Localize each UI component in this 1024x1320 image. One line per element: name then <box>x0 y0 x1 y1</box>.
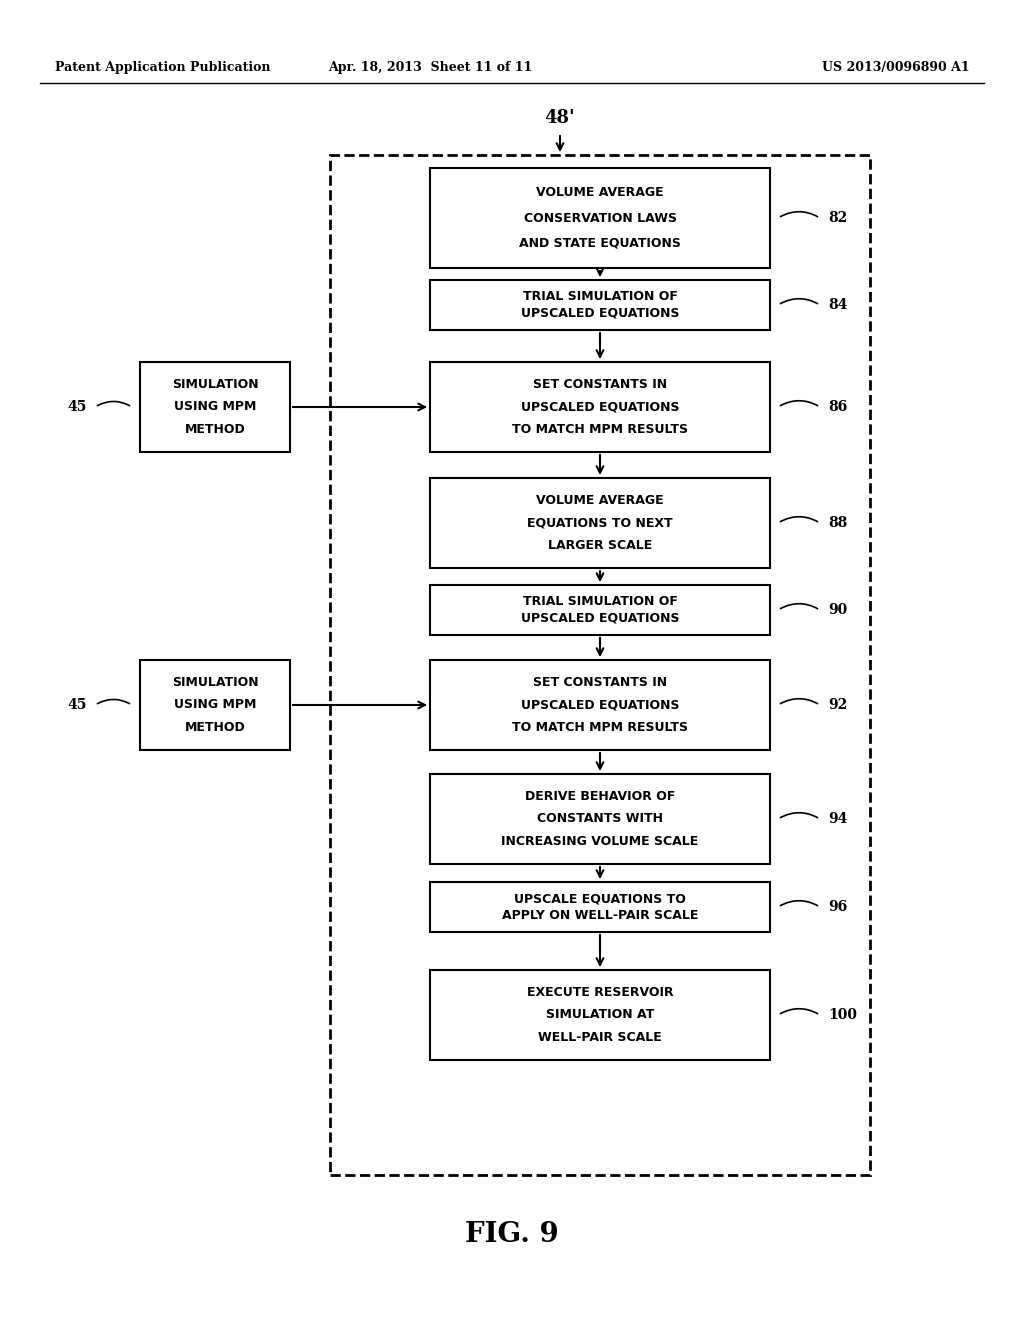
Bar <box>330 154 870 1175</box>
Bar <box>430 478 770 568</box>
Text: Patent Application Publication: Patent Application Publication <box>55 62 270 74</box>
Bar <box>430 660 770 750</box>
Text: 82: 82 <box>828 211 847 224</box>
Text: 92: 92 <box>828 698 847 711</box>
Bar <box>430 882 770 932</box>
Text: UPSCALED EQUATIONS: UPSCALED EQUATIONS <box>521 306 679 319</box>
Bar <box>430 280 770 330</box>
Text: TO MATCH MPM RESULTS: TO MATCH MPM RESULTS <box>512 721 688 734</box>
Text: 88: 88 <box>828 516 847 531</box>
Text: LARGER SCALE: LARGER SCALE <box>548 539 652 552</box>
Text: 90: 90 <box>828 603 847 616</box>
Text: VOLUME AVERAGE: VOLUME AVERAGE <box>537 494 664 507</box>
Text: FIG. 9: FIG. 9 <box>465 1221 559 1249</box>
Text: 100: 100 <box>828 1008 857 1022</box>
Text: SET CONSTANTS IN: SET CONSTANTS IN <box>532 676 667 689</box>
Bar <box>430 362 770 451</box>
Text: USING MPM: USING MPM <box>174 400 256 413</box>
Text: VOLUME AVERAGE: VOLUME AVERAGE <box>537 186 664 199</box>
Text: EQUATIONS TO NEXT: EQUATIONS TO NEXT <box>527 516 673 529</box>
Bar <box>430 970 770 1060</box>
Text: UPSCALE EQUATIONS TO: UPSCALE EQUATIONS TO <box>514 892 686 906</box>
Text: APPLY ON WELL-PAIR SCALE: APPLY ON WELL-PAIR SCALE <box>502 909 698 921</box>
Text: US 2013/0096890 A1: US 2013/0096890 A1 <box>822 62 970 74</box>
Bar <box>140 660 290 750</box>
Text: TRIAL SIMULATION OF: TRIAL SIMULATION OF <box>522 290 678 304</box>
Text: 45: 45 <box>68 698 87 711</box>
Text: USING MPM: USING MPM <box>174 698 256 711</box>
Text: SIMULATION: SIMULATION <box>172 378 258 391</box>
Text: 94: 94 <box>828 812 848 826</box>
Text: 84: 84 <box>828 298 848 312</box>
Text: 48': 48' <box>545 110 575 127</box>
Text: METHOD: METHOD <box>184 422 246 436</box>
Text: SIMULATION: SIMULATION <box>172 676 258 689</box>
Text: 86: 86 <box>828 400 847 414</box>
Text: INCREASING VOLUME SCALE: INCREASING VOLUME SCALE <box>502 836 698 847</box>
Text: CONSTANTS WITH: CONSTANTS WITH <box>537 813 663 825</box>
Text: UPSCALED EQUATIONS: UPSCALED EQUATIONS <box>521 400 679 413</box>
Text: WELL-PAIR SCALE: WELL-PAIR SCALE <box>539 1031 662 1044</box>
Text: SET CONSTANTS IN: SET CONSTANTS IN <box>532 378 667 391</box>
Bar <box>430 168 770 268</box>
Text: DERIVE BEHAVIOR OF: DERIVE BEHAVIOR OF <box>525 789 675 803</box>
Text: METHOD: METHOD <box>184 721 246 734</box>
Text: Apr. 18, 2013  Sheet 11 of 11: Apr. 18, 2013 Sheet 11 of 11 <box>328 62 532 74</box>
Text: TO MATCH MPM RESULTS: TO MATCH MPM RESULTS <box>512 422 688 436</box>
Bar <box>430 774 770 865</box>
Text: 96: 96 <box>828 900 847 913</box>
Text: UPSCALED EQUATIONS: UPSCALED EQUATIONS <box>521 698 679 711</box>
Text: UPSCALED EQUATIONS: UPSCALED EQUATIONS <box>521 612 679 624</box>
Text: CONSERVATION LAWS: CONSERVATION LAWS <box>523 211 677 224</box>
Text: AND STATE EQUATIONS: AND STATE EQUATIONS <box>519 236 681 249</box>
Text: 45: 45 <box>68 400 87 414</box>
Text: SIMULATION AT: SIMULATION AT <box>546 1008 654 1022</box>
Text: TRIAL SIMULATION OF: TRIAL SIMULATION OF <box>522 595 678 609</box>
Text: EXECUTE RESERVOIR: EXECUTE RESERVOIR <box>526 986 674 999</box>
Bar <box>140 362 290 451</box>
Bar <box>430 585 770 635</box>
